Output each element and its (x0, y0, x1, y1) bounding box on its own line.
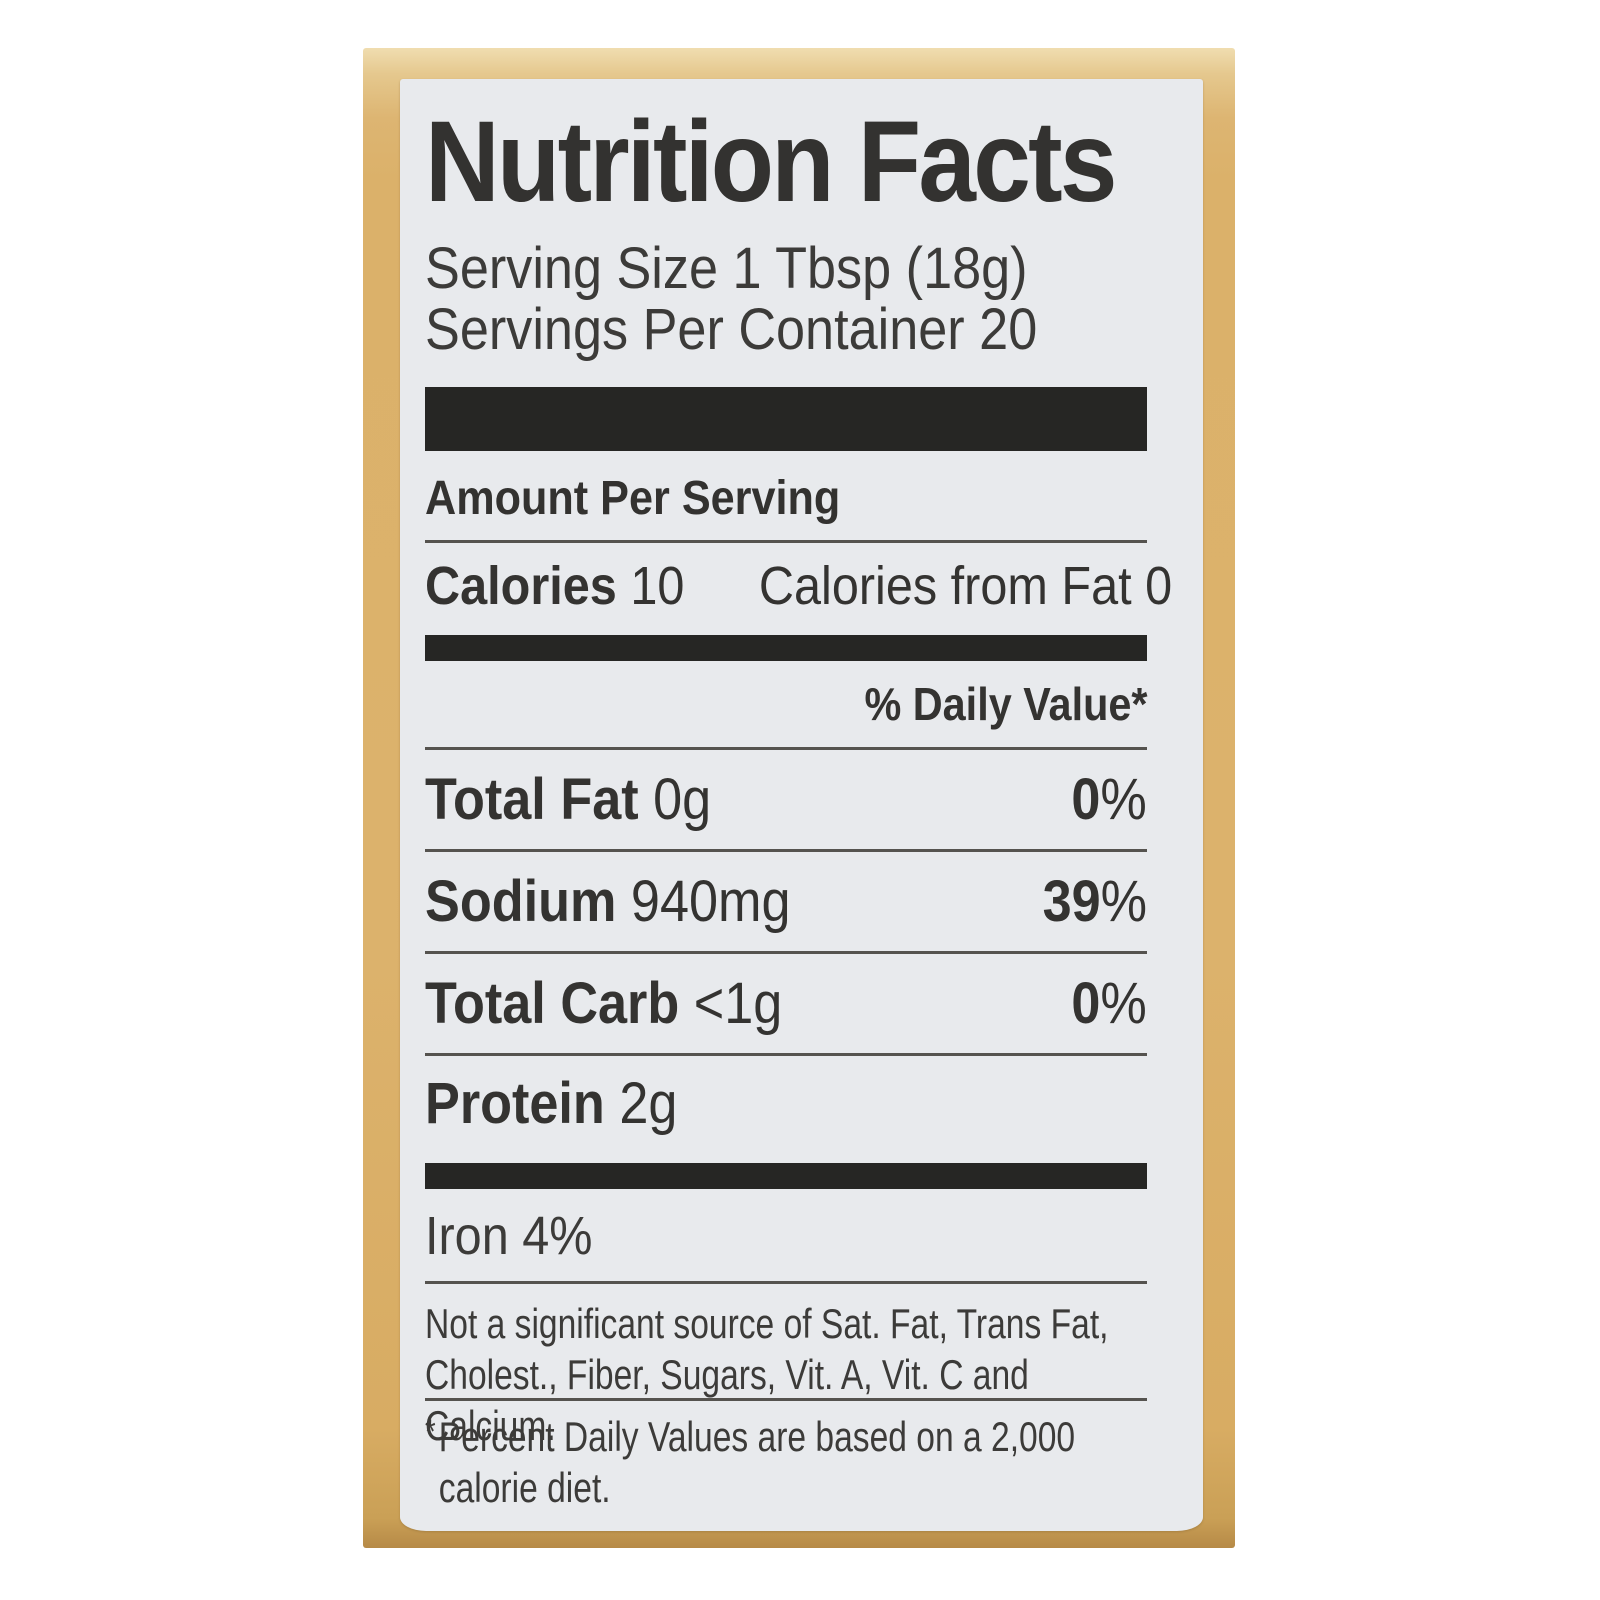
nutrient-amount: 0g (653, 766, 712, 832)
not-significant-note: Not a significant source of Sat. Fat, Tr… (425, 1299, 1109, 1450)
bottle-gold-background: Nutrition Facts Serving Size 1 Tbsp (18g… (363, 48, 1235, 1548)
rule-under-amount (425, 539, 1147, 543)
nutrient-daily-value: 0% (1071, 766, 1147, 832)
calories-from-fat: Calories from Fat 0 (759, 555, 1173, 616)
daily-value-header: % Daily Value* (863, 677, 1147, 730)
nutrient-amount: <1g (693, 970, 783, 1036)
nutrient-row-total-fat: Total Fat 0g 0% (425, 750, 1147, 849)
nutrition-facts-label: Nutrition Facts Serving Size 1 Tbsp (18g… (400, 79, 1203, 1531)
calories-row: Calories 10 Calories from Fat 0 (425, 555, 1172, 617)
amount-per-serving-heading: Amount Per Serving (425, 471, 841, 525)
rule-after-sodium (425, 950, 1147, 954)
calories-value: 10 (630, 555, 685, 616)
nutrient-row-sodium: Sodium 940mg 39% (425, 852, 1147, 951)
rule-under-iron (425, 1280, 1147, 1284)
footnote-text: Percent Daily Values are based on a 2,00… (438, 1412, 1076, 1511)
nutrient-name: Sodium (425, 868, 617, 934)
servings-per-container: Servings Per Container 20 (425, 297, 1038, 363)
calories-label: Calories (425, 555, 617, 616)
rule-under-dv-header (425, 746, 1147, 750)
nutrient-name: Protein (425, 1070, 605, 1136)
separator-bar-top (425, 386, 1147, 451)
separator-bar-protein (425, 1162, 1147, 1189)
rule-above-footnote (425, 1397, 1147, 1401)
serving-size: Serving Size 1 Tbsp (18g) (425, 236, 1028, 301)
nutrient-amount: 940mg (630, 868, 791, 934)
footnote-asterisk: * (425, 1412, 436, 1451)
nutrient-name: Total Carb (425, 970, 680, 1036)
rule-after-total-fat (425, 848, 1147, 852)
rule-after-total-carb (425, 1052, 1147, 1056)
footnote: * Percent Daily Values are based on a 2,… (425, 1411, 1145, 1513)
nutrient-name: Total Fat (425, 766, 639, 832)
label-title: Nutrition Facts (425, 98, 1117, 226)
serving-info: Serving Size 1 Tbsp (18g) Servings Per C… (425, 238, 1147, 361)
nutrient-row-total-carb: Total Carb <1g 0% (425, 954, 1147, 1053)
separator-bar-calories (425, 634, 1147, 661)
micronutrient-iron: Iron 4% (425, 1205, 593, 1266)
nutrient-row-protein: Protein 2g (425, 1056, 1147, 1155)
nutrient-amount: 2g (619, 1070, 678, 1136)
nutrient-daily-value: 0% (1071, 970, 1147, 1036)
nutrient-daily-value: 39% (1042, 868, 1147, 934)
